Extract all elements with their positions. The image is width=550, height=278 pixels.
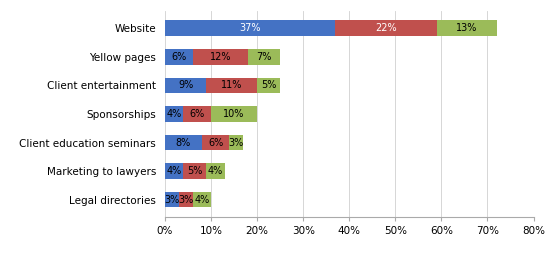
Bar [179, 192, 192, 207]
Bar [184, 163, 206, 179]
Bar [165, 78, 206, 93]
Text: 37%: 37% [239, 23, 261, 33]
Bar [192, 192, 211, 207]
Text: 4%: 4% [167, 166, 182, 176]
Bar [165, 163, 184, 179]
Text: 22%: 22% [375, 23, 397, 33]
Text: 6%: 6% [208, 138, 223, 148]
Text: 4%: 4% [208, 166, 223, 176]
Bar [184, 106, 211, 122]
Bar [336, 21, 437, 36]
Text: 5%: 5% [187, 166, 202, 176]
Bar [229, 135, 243, 150]
Bar [211, 106, 257, 122]
Text: 3%: 3% [229, 138, 244, 148]
Text: 4%: 4% [194, 195, 210, 205]
Text: 9%: 9% [178, 80, 194, 90]
Bar [165, 192, 179, 207]
Text: 8%: 8% [176, 138, 191, 148]
Text: 13%: 13% [456, 23, 477, 33]
Text: 3%: 3% [178, 195, 194, 205]
Bar [248, 49, 280, 65]
Bar [437, 21, 497, 36]
Text: 4%: 4% [167, 109, 182, 119]
Bar [206, 78, 257, 93]
Text: 7%: 7% [256, 52, 272, 62]
Bar [165, 49, 192, 65]
Bar [165, 135, 202, 150]
Text: 5%: 5% [261, 80, 276, 90]
Bar [165, 21, 336, 36]
Text: 6%: 6% [171, 52, 186, 62]
Bar [202, 135, 229, 150]
Text: 6%: 6% [190, 109, 205, 119]
Bar [165, 106, 184, 122]
Bar [192, 49, 248, 65]
Bar [257, 78, 280, 93]
Text: 11%: 11% [221, 80, 243, 90]
Text: 3%: 3% [164, 195, 179, 205]
Bar [206, 163, 225, 179]
Text: 12%: 12% [210, 52, 231, 62]
Text: 10%: 10% [223, 109, 245, 119]
